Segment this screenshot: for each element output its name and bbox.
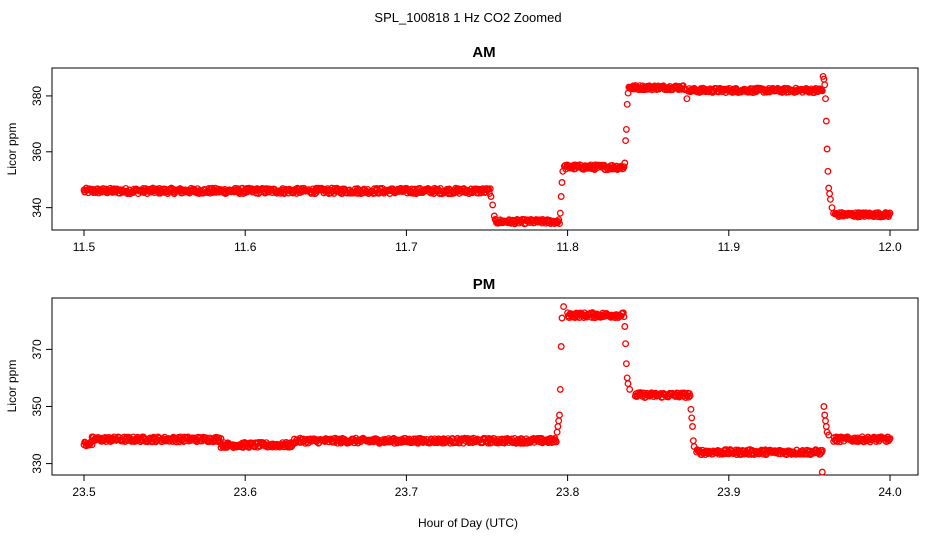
data-point: [552, 438, 560, 446]
x-tick-label: 23.8: [556, 485, 580, 499]
data-point: [830, 209, 838, 217]
data-point: [626, 385, 634, 393]
data-point: [688, 414, 696, 422]
figure-title: SPL_100818 1 Hz CO2 Zoomed: [374, 10, 561, 25]
x-tick-label: 23.5: [72, 485, 96, 499]
data-point: [621, 159, 629, 167]
data-point: [556, 209, 564, 217]
data-point: [823, 145, 831, 153]
data-point: [821, 81, 829, 89]
data-point: [555, 216, 563, 224]
data-point: [622, 340, 630, 348]
data-point: [622, 125, 630, 133]
panel-pm-title: PM: [473, 276, 496, 293]
data-point: [826, 190, 834, 198]
x-tick-label: 23.6: [234, 485, 258, 499]
data-point: [620, 163, 628, 171]
data-point: [556, 385, 564, 393]
data-point: [690, 443, 698, 450]
y-tick-label: 340: [30, 197, 44, 217]
data-point: [824, 167, 832, 175]
x-tick-label: 11.5: [73, 240, 96, 254]
data-point: [550, 438, 558, 446]
data-point: [685, 393, 693, 401]
data-point: [622, 360, 630, 368]
data-point: [554, 423, 562, 430]
x-tick-label: 23.7: [395, 485, 419, 499]
data-point: [556, 411, 563, 419]
panel-pm: PM Licor ppm 23.5 23.6 23.7 23.8 23.9 24.0 330…: [5, 276, 919, 499]
data-point: [687, 405, 695, 413]
panel-pm-points: [80, 303, 894, 476]
data-point: [822, 417, 829, 425]
data-point: [822, 95, 829, 103]
data-point: [686, 392, 694, 400]
data-point: [557, 193, 565, 200]
data-point: [559, 167, 567, 175]
x-tick-label: 23.9: [717, 485, 741, 499]
data-point: [623, 100, 631, 108]
y-tick-label: 350: [30, 396, 44, 416]
data-point: [557, 343, 565, 350]
data-point: [558, 314, 566, 322]
data-point: [622, 137, 630, 145]
x-tick-label: 11.8: [556, 240, 579, 254]
x-tick-label: 24.0: [878, 485, 902, 499]
data-point: [619, 309, 627, 317]
data-point: [822, 117, 830, 125]
y-tick-label: 360: [30, 141, 44, 161]
data-point: [553, 428, 561, 436]
y-tick-label: 330: [30, 453, 44, 473]
data-point: [624, 380, 632, 388]
data-point: [828, 204, 836, 212]
panel-pm-ylabel: Licor ppm: [5, 360, 19, 413]
y-tick-label: 370: [30, 339, 44, 359]
x-tick-label: 12.0: [878, 240, 902, 254]
x-tick-label: 11.7: [395, 240, 418, 254]
data-point: [489, 201, 497, 209]
data-point: [818, 447, 826, 454]
x-tick-label: 11.6: [234, 240, 257, 254]
data-point: [556, 220, 563, 228]
panel-am-title: AM: [472, 44, 495, 61]
panel-pm-frame: [51, 297, 919, 476]
data-point: [558, 179, 566, 186]
panel-am-frame: [51, 67, 919, 231]
x-tick-label: 11.9: [718, 240, 741, 254]
panel-am-points: [80, 72, 894, 228]
data-point: [624, 89, 632, 97]
data-point: [689, 423, 696, 430]
data-point: [822, 423, 830, 430]
data-point: [486, 185, 494, 193]
data-point: [886, 209, 894, 217]
data-point: [886, 435, 894, 442]
data-point: [818, 87, 826, 95]
panel-pm-axes: 23.5 23.6 23.7 23.8 23.9 24.0 330 350 370: [30, 339, 902, 499]
data-point: [683, 95, 691, 103]
panel-am-axes: 11.5 11.6 11.7 11.8 11.9 12.0 340 360 380: [30, 86, 902, 254]
data-point: [620, 313, 628, 321]
y-tick-label: 380: [30, 86, 44, 106]
data-point: [621, 323, 629, 330]
data-point: [826, 195, 834, 203]
data-point: [820, 403, 828, 410]
data-point: [818, 468, 826, 476]
data-point: [825, 431, 833, 439]
data-point: [560, 303, 568, 311]
data-point: [490, 212, 498, 220]
data-point: [487, 193, 495, 200]
panel-am-ylabel: Licor ppm: [5, 123, 19, 176]
figure-xlabel: Hour of Day (UTC): [418, 516, 518, 530]
panel-am: AM Licor ppm 11.5 11.6 11.7 11.8 11.9 12.0 340…: [5, 44, 919, 254]
data-point: [689, 437, 697, 445]
data-point: [825, 184, 833, 192]
data-point: [555, 417, 563, 425]
data-point: [821, 411, 829, 419]
data-point: [623, 374, 631, 382]
